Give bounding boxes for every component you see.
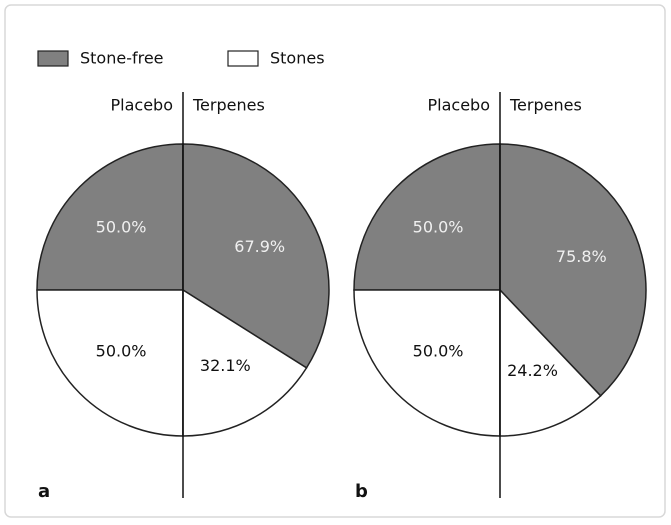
legend-label: Stones [270, 49, 325, 68]
value-label: 24.2% [507, 361, 558, 380]
value-label: 50.0% [413, 341, 464, 360]
panel-label: a [38, 481, 50, 502]
pie-wedge [36, 289, 184, 437]
legend-label: Stone-free [80, 49, 164, 68]
pie-wedge [182, 143, 330, 369]
value-label: 67.9% [234, 237, 285, 256]
pie-wedge [499, 143, 647, 397]
value-label: 50.0% [96, 341, 147, 360]
half-label: Terpenes [509, 96, 582, 115]
pie-wedge [353, 289, 501, 437]
pie-wedge [182, 288, 308, 437]
pie-wedge [499, 288, 602, 437]
value-label: 75.8% [556, 247, 607, 266]
value-label: 32.1% [200, 356, 251, 375]
panel-label: b [355, 481, 368, 502]
half-label: Placebo [111, 96, 173, 115]
pie-wedge [36, 143, 184, 291]
legend-swatch [37, 50, 69, 67]
half-label: Terpenes [192, 96, 265, 115]
pie-wedge [353, 143, 501, 291]
half-label: Placebo [428, 96, 490, 115]
legend-swatch [227, 50, 259, 67]
value-label: 50.0% [96, 218, 147, 237]
value-label: 50.0% [413, 218, 464, 237]
